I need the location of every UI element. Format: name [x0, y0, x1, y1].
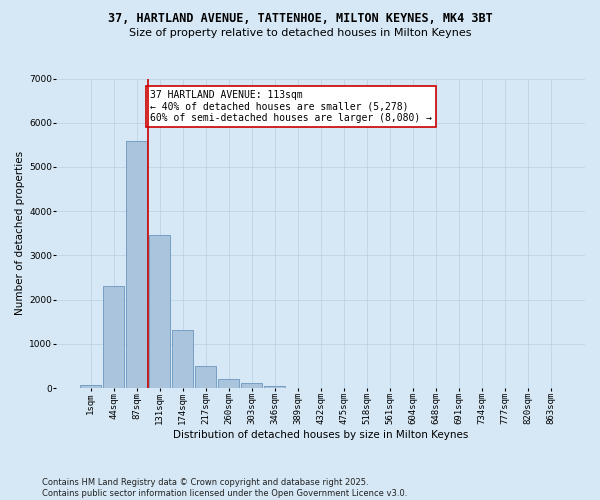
X-axis label: Distribution of detached houses by size in Milton Keynes: Distribution of detached houses by size …	[173, 430, 469, 440]
Bar	[103, 286, 124, 388]
Bar	[241, 383, 262, 388]
Y-axis label: Number of detached properties: Number of detached properties	[15, 151, 25, 316]
Bar	[80, 384, 101, 388]
Bar	[149, 236, 170, 388]
Text: Size of property relative to detached houses in Milton Keynes: Size of property relative to detached ho…	[129, 28, 471, 38]
Text: 37 HARTLAND AVENUE: 113sqm
← 40% of detached houses are smaller (5,278)
60% of s: 37 HARTLAND AVENUE: 113sqm ← 40% of deta…	[150, 90, 432, 123]
Bar	[218, 380, 239, 388]
Text: Contains HM Land Registry data © Crown copyright and database right 2025.
Contai: Contains HM Land Registry data © Crown c…	[42, 478, 407, 498]
Bar	[196, 366, 216, 388]
Bar	[127, 142, 147, 388]
Text: 37, HARTLAND AVENUE, TATTENHOE, MILTON KEYNES, MK4 3BT: 37, HARTLAND AVENUE, TATTENHOE, MILTON K…	[107, 12, 493, 26]
Bar	[265, 386, 285, 388]
Bar	[172, 330, 193, 388]
